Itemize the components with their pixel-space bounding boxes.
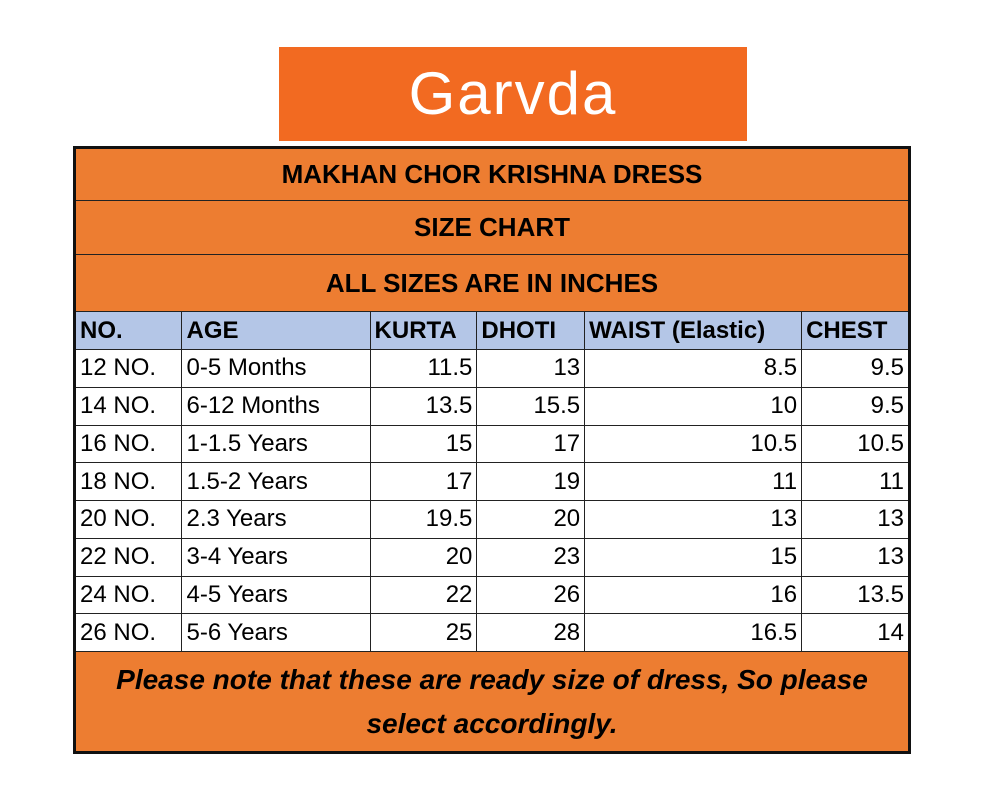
table-cell: 10 [584, 386, 803, 426]
table-cell: 22 NO. [73, 537, 183, 577]
table-cell: 2.3 Years [181, 500, 371, 539]
table-cell: 14 [801, 613, 910, 652]
column-header: NO. [73, 311, 183, 350]
table-cell: 23 [476, 537, 586, 577]
table-cell: 16 [584, 575, 803, 615]
column-header: DHOTI [476, 311, 586, 350]
table-cell: 28 [476, 613, 586, 652]
table-cell: 16 NO. [73, 424, 183, 464]
data-row: 16 NO. 1-1.5 Years 15 17 10.5 10.5 [73, 424, 910, 464]
table-cell: 14 NO. [73, 386, 183, 426]
table-cell: 24 NO. [73, 575, 183, 615]
data-row: 26 NO. 5-6 Years 25 28 16.5 14 [73, 613, 910, 652]
title-row: ALL SIZES ARE IN INCHES [74, 254, 910, 312]
table-cell: 26 NO. [73, 613, 183, 652]
title-cell: SIZE CHART [74, 200, 910, 255]
table-cell: 4-5 Years [181, 575, 371, 615]
table-cell: 5-6 Years [181, 613, 371, 652]
table-cell: 20 [476, 500, 586, 539]
table-cell: 22 [369, 575, 478, 615]
note-row: Please note that these are ready size of… [74, 651, 910, 753]
title-cell: MAKHAN CHOR KRISHNA DRESS [74, 147, 910, 201]
table-cell: 11.5 [369, 349, 478, 388]
title-row: MAKHAN CHOR KRISHNA DRESS [74, 147, 910, 201]
column-header: WAIST (Elastic) [584, 311, 803, 350]
table-cell: 11 [584, 462, 803, 501]
title-cell: ALL SIZES ARE IN INCHES [74, 254, 910, 312]
table-cell: 15.5 [476, 386, 586, 426]
table-cell: 15 [369, 424, 478, 464]
table-cell: 16.5 [584, 613, 803, 652]
column-header: AGE [181, 311, 371, 350]
table-cell: 9.5 [801, 349, 910, 388]
table-cell: 19.5 [369, 500, 478, 539]
data-row: 22 NO. 3-4 Years 20 23 15 13 [73, 537, 910, 577]
logo: Garvda [279, 47, 747, 141]
table-cell: 20 [369, 537, 478, 577]
table-cell: 13 [801, 537, 910, 577]
table-cell: 11 [801, 462, 910, 501]
table-cell: 1-1.5 Years [181, 424, 371, 464]
table-cell: 19 [476, 462, 586, 501]
table-cell: 20 NO. [73, 500, 183, 539]
table-cell: 10.5 [801, 424, 910, 464]
table-cell: 1.5-2 Years [181, 462, 371, 501]
data-row: 24 NO. 4-5 Years 22 26 16 13.5 [73, 575, 910, 615]
data-row: 18 NO. 1.5-2 Years 17 19 11 11 [73, 462, 910, 501]
size-table: MAKHAN CHOR KRISHNA DRESS SIZE CHART ALL S… [73, 146, 911, 754]
data-row: 14 NO. 6-12 Months 13.5 15.5 10 9.5 [73, 386, 910, 426]
table-cell: 13 [584, 500, 803, 539]
table-cell: 13 [801, 500, 910, 539]
table-cell: 13 [476, 349, 586, 388]
table-cell: 12 NO. [73, 349, 183, 388]
table-cell: 10.5 [584, 424, 803, 464]
title-row: SIZE CHART [74, 200, 910, 255]
data-row: 12 NO. 0-5 Months 11.5 13 8.5 9.5 [73, 349, 910, 388]
table-cell: 13.5 [801, 575, 910, 615]
column-header: KURTA [369, 311, 478, 350]
header-row: NO. AGE KURTA DHOTI WAIST (Elastic) CHEST [73, 311, 910, 350]
data-row: 20 NO. 2.3 Years 19.5 20 13 13 [73, 500, 910, 539]
table-cell: 8.5 [584, 349, 803, 388]
table-cell: 25 [369, 613, 478, 652]
note-cell: Please note that these are ready size of… [74, 651, 910, 753]
table-cell: 3-4 Years [181, 537, 371, 577]
table-cell: 26 [476, 575, 586, 615]
table-cell: 18 NO. [73, 462, 183, 501]
table-cell: 17 [369, 462, 478, 501]
table-cell: 15 [584, 537, 803, 577]
column-header: CHEST [801, 311, 910, 350]
table-cell: 0-5 Months [181, 349, 371, 388]
table-cell: 17 [476, 424, 586, 464]
table-cell: 9.5 [801, 386, 910, 426]
table-cell: 13.5 [369, 386, 478, 426]
table-cell: 6-12 Months [181, 386, 371, 426]
